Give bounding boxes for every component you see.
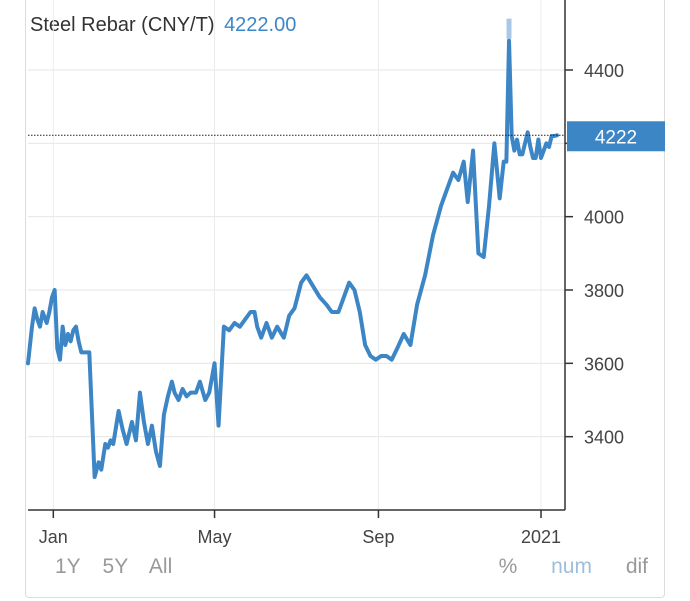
y-tick-label: 4400 bbox=[584, 61, 624, 81]
chart-card bbox=[25, 0, 665, 598]
y-tick-label: 3800 bbox=[584, 281, 624, 301]
chart-header: Steel Rebar (CNY/T) 4222.00 bbox=[30, 14, 296, 37]
series-layer bbox=[26, 18, 559, 479]
mode-dif-button[interactable]: dif bbox=[625, 555, 648, 578]
x-tick-label: Sep bbox=[362, 527, 394, 547]
current-value-marker: 4222 bbox=[28, 121, 665, 152]
x-axis: Jan May Sep 2021 bbox=[28, 509, 565, 547]
mode-num-button[interactable]: num bbox=[551, 555, 592, 578]
mode-selector: % num dif bbox=[471, 555, 648, 579]
y-tick-label: 3600 bbox=[584, 354, 624, 374]
range-all-button[interactable]: All bbox=[148, 555, 173, 578]
current-value-box bbox=[567, 121, 665, 152]
current-price: 4222.00 bbox=[224, 14, 297, 36]
current-value-label: 4222 bbox=[595, 127, 637, 148]
grid-lines bbox=[28, 0, 565, 510]
mode-percent-button[interactable]: % bbox=[498, 555, 518, 578]
series-line bbox=[26, 38, 559, 479]
x-tick-label: May bbox=[198, 527, 232, 547]
y-axis: 3400 3600 3800 4000 4400 bbox=[564, 0, 624, 510]
x-tick-label: Jan bbox=[39, 527, 68, 547]
range-1y-button[interactable]: 1Y bbox=[55, 555, 81, 578]
y-tick-label: 3400 bbox=[584, 428, 624, 448]
commodity-title: Steel Rebar (CNY/T) bbox=[30, 14, 215, 36]
range-5y-button[interactable]: 5Y bbox=[102, 555, 129, 578]
y-tick-label: 4000 bbox=[584, 208, 624, 228]
range-selector: 1Y 5Y All bbox=[55, 555, 188, 579]
x-tick-label: 2021 bbox=[521, 527, 561, 547]
